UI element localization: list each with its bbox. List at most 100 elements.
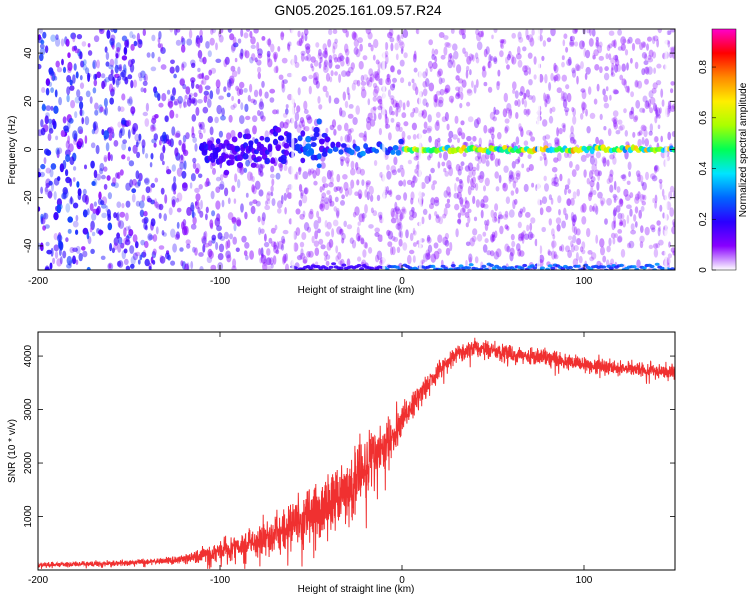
heatmap-cell <box>281 235 285 244</box>
heatmap-cell <box>626 242 632 249</box>
heatmap-cell <box>165 165 170 175</box>
heatmap-cell <box>476 32 482 42</box>
heatmap-cell <box>619 263 624 267</box>
heatmap-cell <box>455 228 459 238</box>
heatmap-cell <box>307 170 314 175</box>
heatmap-cell <box>261 80 265 88</box>
heatmap-cell <box>301 194 308 204</box>
heatmap-cell <box>144 258 150 267</box>
colorbar-gradient <box>711 28 737 271</box>
heatmap-cell <box>377 105 383 111</box>
heatmap-cell <box>305 135 312 143</box>
heatmap-cell <box>346 86 350 96</box>
heatmap-cell <box>392 145 399 151</box>
heatmap-cell <box>547 250 553 256</box>
heatmap-cell <box>448 267 454 270</box>
heatmap-cell <box>324 201 330 211</box>
heatmap-cell <box>173 73 177 79</box>
heatmap-cell <box>100 174 106 180</box>
heatmap-cell <box>154 90 159 98</box>
heatmap-cell <box>561 122 566 128</box>
heatmap-cell <box>410 191 415 201</box>
heatmap-cell <box>518 126 524 132</box>
heatmap-cell <box>606 245 611 253</box>
heatmap-cell <box>612 156 617 165</box>
heatmap-cell <box>393 236 399 243</box>
heatmap-cell <box>146 52 151 58</box>
heatmap-cell <box>359 168 365 176</box>
heatmap-cell <box>657 124 661 130</box>
heatmap-cell <box>249 30 253 39</box>
heatmap-cell <box>587 250 593 255</box>
heatmap-cell <box>108 126 114 135</box>
heatmap-cell <box>128 146 131 152</box>
heatmap-cell <box>370 44 374 52</box>
heatmap-cell <box>252 115 258 123</box>
heatmap-cell <box>484 177 490 187</box>
heatmap-cell <box>544 73 548 84</box>
heatmap-cell <box>84 195 89 205</box>
heatmap-cell <box>388 132 392 141</box>
heatmap-cell <box>458 264 464 268</box>
heatmap-cell <box>550 72 554 82</box>
heatmap-cell <box>395 121 401 128</box>
heatmap-cell <box>216 213 221 222</box>
heatmap-cell <box>651 227 656 233</box>
heatmap-cell <box>410 112 415 118</box>
heatmap-cell <box>375 254 380 263</box>
heatmap-cell <box>595 151 602 159</box>
heatmap-cell <box>623 79 627 89</box>
heatmap-cell <box>211 29 217 34</box>
heatmap-cell <box>390 42 394 52</box>
heatmap-cell <box>139 209 145 218</box>
heatmap-cell <box>160 64 167 70</box>
heatmap-cell <box>259 171 264 177</box>
heatmap-cell <box>367 31 373 40</box>
heatmap-cell <box>298 199 303 207</box>
heatmap-cell <box>250 162 257 168</box>
heatmap-cell <box>604 218 608 225</box>
heatmap-cell <box>140 87 145 93</box>
heatmap-cell <box>374 73 380 82</box>
heatmap-cell <box>476 163 480 171</box>
heatmap-cell <box>115 53 119 59</box>
heatmap-cell <box>670 88 674 94</box>
heatmap-cell <box>302 256 308 264</box>
heatmap-cell <box>93 79 98 87</box>
heatmap-cell <box>65 140 70 150</box>
heatmap-cell <box>347 113 354 119</box>
heatmap-cell <box>671 218 675 227</box>
heatmap-cell <box>245 254 249 261</box>
heatmap-cell <box>144 118 150 127</box>
heatmap-cell <box>497 216 501 224</box>
heatmap-cell <box>493 106 496 115</box>
heatmap-cell <box>209 126 214 136</box>
heatmap-cell <box>47 133 52 142</box>
heatmap-cell <box>541 196 548 205</box>
heatmap-cell <box>653 67 656 74</box>
heatmap-cell <box>251 53 256 61</box>
heatmap-cell <box>443 190 449 198</box>
heatmap-cell <box>521 163 525 169</box>
heatmap-cell <box>113 212 117 219</box>
heatmap-cell <box>515 136 520 145</box>
heatmap-cell <box>68 143 74 153</box>
heatmap-cell <box>399 213 405 220</box>
heatmap-cell <box>115 172 119 179</box>
heatmap-cell <box>525 89 530 98</box>
heatmap-cell <box>194 168 200 174</box>
heatmap-cell <box>282 79 288 84</box>
heatmap-cell <box>529 37 535 47</box>
heatmap-cell <box>505 56 509 64</box>
heatmap-cell <box>421 109 428 119</box>
heatmap-cell <box>566 92 572 103</box>
heatmap-cell <box>281 57 288 64</box>
heatmap-cell <box>588 192 594 198</box>
heatmap-cell <box>506 64 510 70</box>
heatmap-cell <box>572 108 576 117</box>
heatmap-cell <box>345 30 349 38</box>
heatmap-cell <box>356 179 360 186</box>
heatmap-cell <box>195 84 200 89</box>
heatmap-cell <box>282 112 288 118</box>
heatmap-cell <box>517 248 522 257</box>
